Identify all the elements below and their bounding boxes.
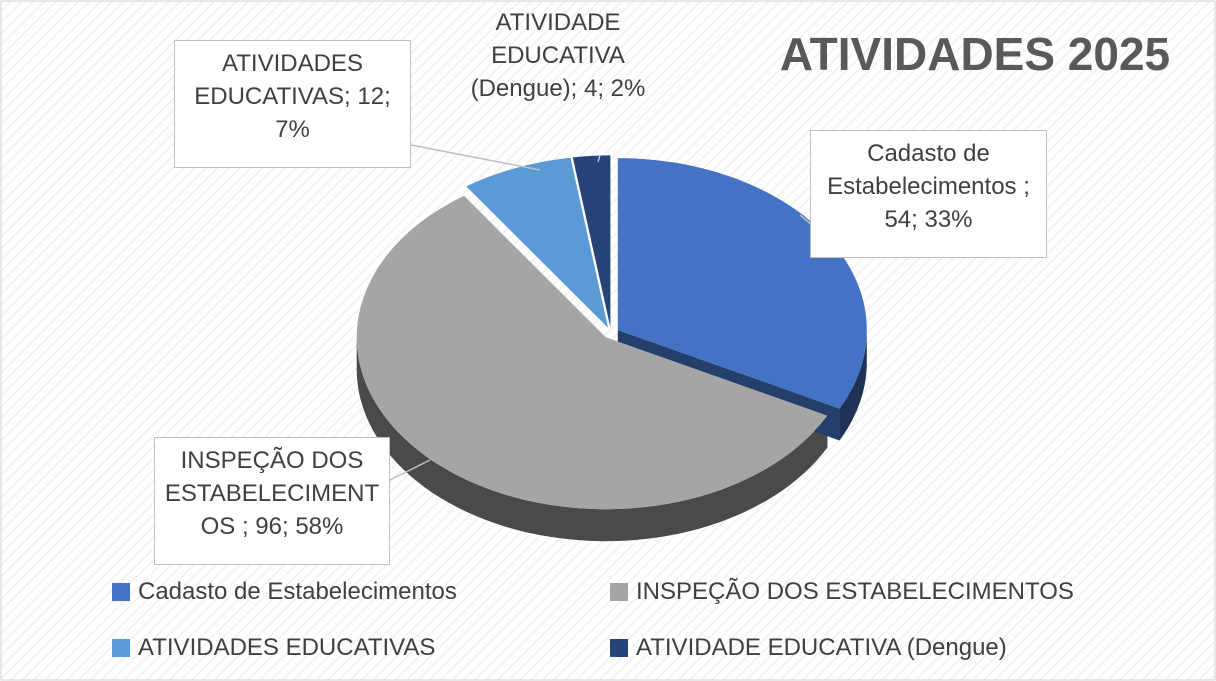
slice	[572, 155, 611, 328]
leader-line	[597, 154, 601, 163]
slice	[617, 158, 867, 409]
data-label: INSPEÇÃO DOS ESTABELECIMENTOS ; 96; 58%	[154, 437, 390, 565]
legend-swatch	[112, 583, 130, 601]
leader-line	[410, 144, 541, 171]
legend-label: ATIVIDADES EDUCATIVAS	[138, 634, 436, 661]
data-label: ATIVIDADE EDUCATIVA (Dengue); 4; 2%	[470, 9, 646, 102]
legend-swatch	[112, 639, 130, 657]
leader-line	[389, 459, 431, 481]
legend-item: ATIVIDADES EDUCATIVAS	[112, 630, 435, 666]
data-label: Cadasto de Estabelecimentos ; 54; 33%	[810, 130, 1047, 258]
slice-side	[839, 330, 867, 441]
data-label: ATIVIDADES EDUCATIVAS; 12; 7%	[174, 40, 411, 168]
chart-title: ATIVIDADES 2025	[780, 28, 1170, 80]
legend-label: Cadasto de Estabelecimentos	[138, 578, 457, 605]
legend-swatch	[610, 639, 628, 657]
legend-item: Cadasto de Estabelecimentos	[112, 574, 457, 610]
slice	[356, 195, 828, 510]
legend-label: INSPEÇÃO DOS ESTABELECIMENTOS	[636, 578, 1074, 605]
legend-label: ATIVIDADE EDUCATIVA (Dengue)	[636, 634, 1007, 661]
legend-item: INSPEÇÃO DOS ESTABELECIMENTOS	[610, 574, 1074, 610]
slice-side	[356, 337, 828, 542]
slice	[466, 157, 609, 328]
legend-item: ATIVIDADE EDUCATIVA (Dengue)	[610, 630, 1007, 666]
legend-swatch	[610, 583, 628, 601]
